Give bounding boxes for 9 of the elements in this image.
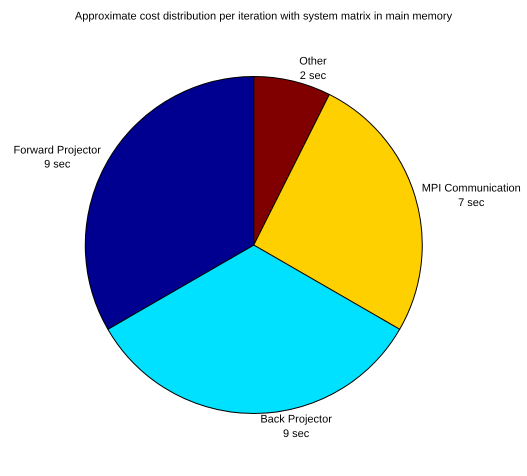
data-label: 9 sec [44,158,71,171]
data-label: 2 sec [300,70,327,82]
slice-label: Other [299,55,328,68]
data-label: 7 sec [458,196,485,209]
data-label: 9 sec [282,428,310,440]
slice-label: Back Projector [260,414,332,426]
chart-title: Approximate cost distribution per iteration with system matrix in main memory [74,10,453,23]
slice-label: Forward Projector [14,144,102,156]
slice-label: MPI Communication [422,182,521,194]
